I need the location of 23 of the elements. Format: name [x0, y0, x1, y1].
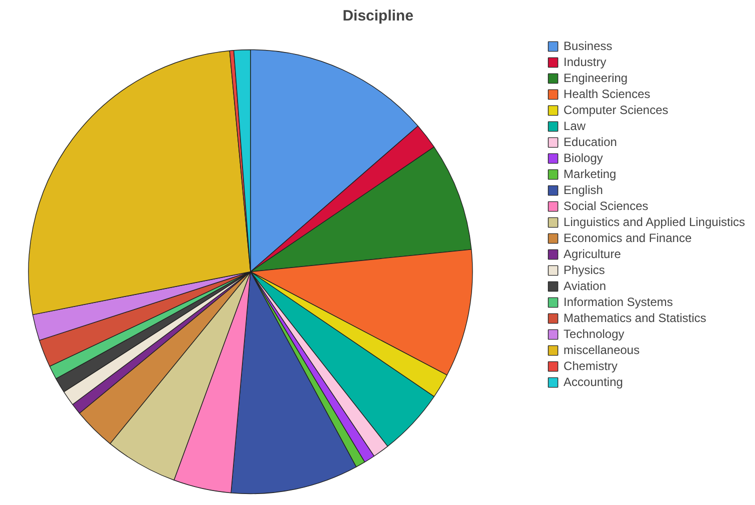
legend-label: miscellaneous — [564, 343, 640, 357]
legend-label: Accounting — [564, 375, 623, 389]
legend-label: Chemistry — [564, 359, 618, 373]
legend-label: Engineering — [564, 71, 628, 85]
legend-label: Aviation — [564, 279, 606, 293]
legend-label: Health Sciences — [564, 87, 650, 101]
legend-label: English — [564, 183, 603, 197]
legend-label: Technology — [564, 327, 624, 341]
legend-label: Economics and Finance — [564, 231, 692, 245]
legend-label: Business — [564, 39, 612, 53]
legend-label: Marketing — [564, 167, 616, 181]
legend-label: Education — [564, 135, 617, 149]
legend-label: Law — [564, 119, 586, 133]
legend-label: Social Sciences — [564, 199, 648, 213]
legend-label: Biology — [564, 151, 603, 165]
legend-label: Physics — [564, 263, 605, 277]
legend-label: Linguistics and Applied Linguistics — [564, 215, 745, 229]
legend-label: Information Systems — [564, 295, 673, 309]
legend-label: Agriculture — [564, 247, 621, 261]
chart-title: Discipline — [342, 8, 414, 24]
legend-label: Mathematics and Statistics — [564, 311, 706, 325]
legend-label: Computer Sciences — [564, 103, 668, 117]
legend-label: Industry — [564, 55, 606, 69]
